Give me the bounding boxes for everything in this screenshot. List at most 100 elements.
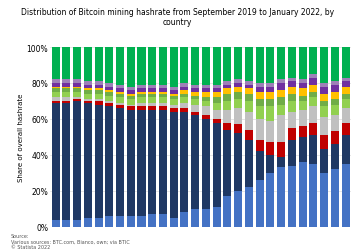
Bar <box>180 94 189 98</box>
Bar <box>245 89 253 94</box>
Bar <box>309 78 317 85</box>
Bar <box>309 98 317 107</box>
Bar <box>223 130 231 196</box>
Bar <box>342 48 350 78</box>
Bar <box>127 48 135 87</box>
Bar <box>180 212 189 227</box>
Bar <box>299 80 307 84</box>
Bar <box>309 75 317 78</box>
Bar <box>159 103 167 107</box>
Bar <box>191 112 199 116</box>
Bar <box>234 87 242 92</box>
Bar <box>84 102 92 103</box>
Bar <box>277 80 285 84</box>
Bar <box>245 130 253 141</box>
Bar <box>62 80 70 84</box>
Bar <box>73 84 81 87</box>
Bar <box>148 98 156 103</box>
Bar <box>256 48 264 84</box>
Bar <box>127 87 135 91</box>
Bar <box>234 80 242 84</box>
Bar <box>73 102 81 220</box>
Bar <box>191 100 199 105</box>
Bar <box>288 112 296 128</box>
Bar <box>51 87 60 89</box>
Bar <box>320 150 328 173</box>
Bar <box>320 48 328 84</box>
Bar <box>266 87 274 92</box>
Bar <box>62 87 70 89</box>
Bar <box>127 94 135 96</box>
Bar <box>191 96 199 100</box>
Bar <box>245 102 253 112</box>
Bar <box>62 48 70 80</box>
Bar <box>94 218 103 227</box>
Bar <box>159 89 167 92</box>
Bar <box>202 209 210 227</box>
Bar <box>180 87 189 91</box>
Bar <box>331 170 339 227</box>
Bar <box>266 121 274 143</box>
Bar <box>73 89 81 92</box>
Bar <box>288 166 296 227</box>
Bar <box>51 102 60 103</box>
Bar <box>159 214 167 227</box>
Bar <box>213 48 221 85</box>
Bar <box>223 196 231 227</box>
Bar <box>320 102 328 107</box>
Bar <box>320 84 328 87</box>
Bar <box>245 85 253 89</box>
Bar <box>245 82 253 85</box>
Bar <box>116 48 124 85</box>
Bar <box>51 98 60 102</box>
Bar <box>299 96 307 102</box>
Bar <box>342 123 350 136</box>
Bar <box>320 94 328 102</box>
Bar <box>202 89 210 92</box>
Bar <box>213 123 221 207</box>
Bar <box>331 144 339 170</box>
Bar <box>342 100 350 109</box>
Bar <box>191 209 199 227</box>
Bar <box>116 94 124 98</box>
Bar <box>94 102 103 105</box>
Bar <box>245 48 253 82</box>
Bar <box>94 89 103 91</box>
Bar <box>137 89 146 92</box>
Bar <box>299 162 307 227</box>
Bar <box>51 220 60 227</box>
Bar <box>245 94 253 102</box>
Bar <box>170 100 178 105</box>
Bar <box>51 92 60 98</box>
Bar <box>116 109 124 216</box>
Text: Distribution of Bitcoin mining hashrate from September 2019 to January 2022, by
: Distribution of Bitcoin mining hashrate … <box>21 8 334 27</box>
Bar <box>105 102 113 103</box>
Bar <box>127 111 135 216</box>
Bar <box>105 216 113 227</box>
Bar <box>223 89 231 94</box>
Bar <box>62 84 70 87</box>
Bar <box>105 107 113 216</box>
Bar <box>288 48 296 78</box>
Bar <box>170 112 178 218</box>
Bar <box>309 92 317 98</box>
Bar <box>245 187 253 227</box>
Bar <box>105 87 113 91</box>
Bar <box>245 112 253 130</box>
Bar <box>320 118 328 136</box>
Bar <box>51 89 60 92</box>
Bar <box>320 87 328 94</box>
Bar <box>62 92 70 98</box>
Bar <box>84 103 92 218</box>
Bar <box>73 92 81 98</box>
Bar <box>51 80 60 84</box>
Y-axis label: Share of overall hashrate: Share of overall hashrate <box>18 93 24 181</box>
Bar <box>94 85 103 89</box>
Bar <box>51 48 60 80</box>
Bar <box>234 84 242 87</box>
Bar <box>62 98 70 102</box>
Bar <box>277 48 285 80</box>
Bar <box>94 48 103 82</box>
Bar <box>266 100 274 107</box>
Bar <box>148 85 156 89</box>
